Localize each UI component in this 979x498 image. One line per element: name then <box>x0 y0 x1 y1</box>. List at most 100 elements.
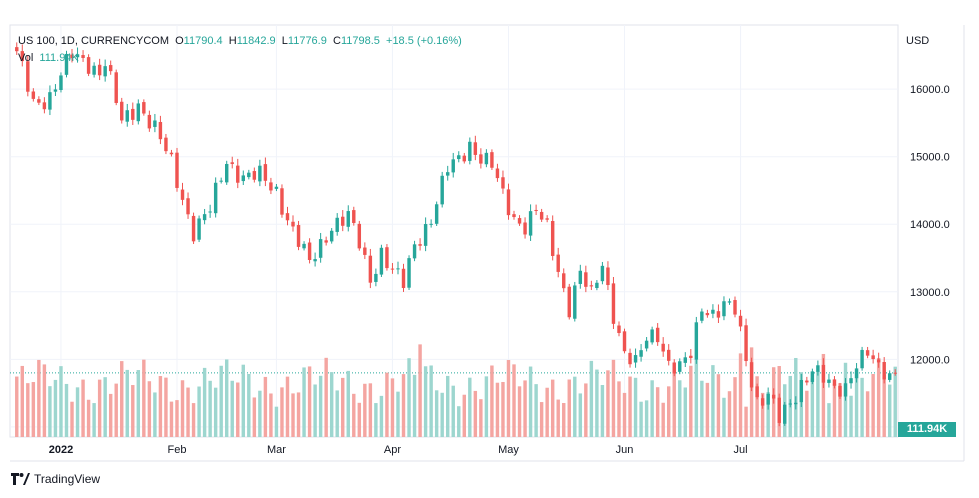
volume-bar <box>64 383 69 437</box>
candle <box>374 268 378 287</box>
candle-body <box>86 57 91 74</box>
volume-bar <box>887 384 892 437</box>
volume-bar <box>258 390 262 437</box>
candle <box>573 281 577 322</box>
candle <box>484 149 489 168</box>
candle-body <box>573 285 577 319</box>
candle <box>103 59 107 82</box>
candle-body <box>760 398 765 406</box>
volume-bar <box>578 393 583 437</box>
candle <box>622 328 627 354</box>
candle-body <box>838 385 842 397</box>
candle-body <box>755 386 759 398</box>
volume-bar <box>683 387 688 437</box>
candle-body <box>821 364 826 383</box>
candle-body <box>600 265 605 282</box>
candle <box>628 348 632 368</box>
volume-bar <box>291 393 295 437</box>
candle-body <box>20 51 25 62</box>
candle <box>202 208 207 225</box>
volume-bar <box>517 386 522 437</box>
candle-body <box>589 285 594 287</box>
candle <box>147 110 152 132</box>
volume-bar <box>158 376 163 437</box>
volume-bar <box>893 366 897 437</box>
volume-bar <box>407 358 411 437</box>
candle <box>445 165 450 181</box>
candle-body <box>871 355 875 360</box>
candle <box>771 388 776 404</box>
volume-bar <box>644 400 649 437</box>
volume-bar <box>379 395 384 437</box>
candle <box>611 276 616 329</box>
volume-bar <box>749 347 754 437</box>
candle-body <box>252 171 257 180</box>
volume-bar <box>147 381 152 437</box>
volume-bar <box>451 385 455 437</box>
volume-bar <box>490 365 494 437</box>
candle-body <box>37 99 41 103</box>
volume-bar <box>506 360 511 437</box>
candle <box>871 349 875 364</box>
candle <box>379 244 384 278</box>
open-label: O <box>175 35 184 47</box>
candle <box>794 396 798 410</box>
candle-body <box>53 89 58 92</box>
candle <box>606 261 610 291</box>
volume-bar <box>865 391 870 437</box>
candle-body <box>191 215 196 242</box>
volume-bar <box>827 403 831 437</box>
volume-bar <box>805 390 809 437</box>
candle <box>247 169 251 180</box>
candle-body <box>893 372 897 374</box>
candle-body <box>429 223 433 225</box>
candle <box>711 304 715 319</box>
candle-body <box>329 230 334 242</box>
volume-bar <box>307 366 312 437</box>
candle-body <box>186 198 190 215</box>
candle <box>307 238 312 264</box>
volume-bar <box>208 380 212 437</box>
x-tick-label: Jul <box>734 444 748 456</box>
candle <box>451 152 455 178</box>
candle-body <box>484 152 489 165</box>
candle <box>346 205 350 232</box>
candle-body <box>81 55 85 58</box>
candle <box>678 358 682 375</box>
candle <box>545 215 549 223</box>
volume-bar <box>606 370 610 437</box>
candle-body <box>407 258 411 288</box>
candle <box>258 159 262 187</box>
candle <box>849 371 853 389</box>
volume-bar <box>236 382 240 437</box>
candle-body <box>142 102 146 114</box>
candle-body <box>832 379 837 386</box>
brand-footer[interactable]: TradingView <box>10 472 100 486</box>
volume-bar <box>20 365 25 437</box>
volume-bar <box>495 382 500 437</box>
volume-bar <box>457 406 461 437</box>
candle <box>468 137 472 165</box>
candle <box>722 296 726 321</box>
volume-bar <box>324 357 328 437</box>
candle-body <box>103 66 107 77</box>
candle-body <box>550 221 555 256</box>
candle-body <box>849 378 853 384</box>
candle-body <box>352 210 356 223</box>
candle <box>407 255 411 290</box>
volume-bar <box>202 367 207 437</box>
candle-body <box>639 350 643 357</box>
x-tick-label: Apr <box>384 444 401 456</box>
candle <box>457 151 461 163</box>
volume-bar <box>600 385 605 437</box>
volume-bar <box>484 376 489 437</box>
candle-body <box>136 103 141 122</box>
candle <box>882 357 886 384</box>
candle-body <box>445 172 450 176</box>
volume-bar <box>346 370 350 437</box>
candle-body <box>274 186 279 189</box>
volume-bar <box>738 353 743 437</box>
volume-bar <box>849 395 853 437</box>
volume-bar <box>180 380 185 437</box>
